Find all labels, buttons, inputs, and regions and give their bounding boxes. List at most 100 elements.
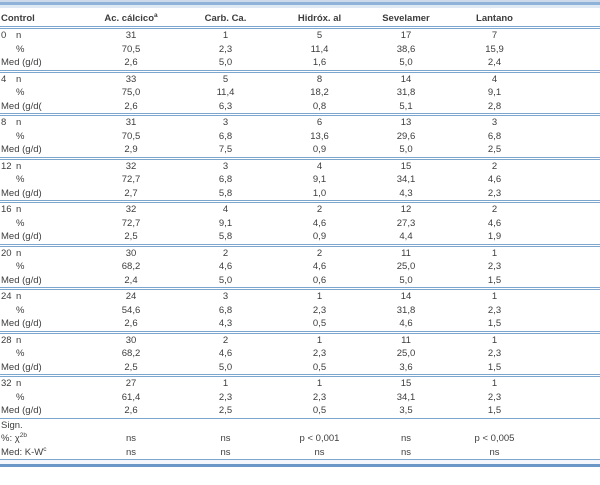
table-row: 0 n 31 1 5 17 7 xyxy=(0,28,600,43)
value-cell: 2,6 xyxy=(124,405,138,417)
spacer-cell xyxy=(542,260,600,274)
value-cell: 1,9 xyxy=(487,231,502,243)
value-cell: 2,3 xyxy=(487,304,502,316)
value-cell: 1 xyxy=(274,330,365,347)
value-cell: 1 xyxy=(222,30,229,42)
phosphate-binder-table: Control Ac. cálcicoa Carb. Ca. Hidróx. al Se… xyxy=(0,8,600,459)
value-cell: 14 xyxy=(365,287,447,304)
value-cell: 1,5 xyxy=(487,405,502,417)
row-label-cell: % xyxy=(0,304,85,318)
table-row: Med (g/d(2,6 6,3 0,8 5,1 2,8 xyxy=(0,100,600,115)
value-cell: 2,4 xyxy=(487,57,502,69)
row-label-cell: Med (g/d) xyxy=(0,187,85,202)
row-label: % xyxy=(16,130,25,142)
value-cell: 5,0 xyxy=(218,274,233,286)
row-label-cell: Med (g/d) xyxy=(0,56,85,71)
value-cell: 2,3 xyxy=(487,187,502,199)
row-label-cell: % xyxy=(0,173,85,187)
value-cell: 7 xyxy=(491,30,498,42)
table-row: % 68,2 4,6 2,3 25,0 2,3 xyxy=(0,347,600,361)
table-row: 16 n 32 4 2 12 2 xyxy=(0,200,600,217)
spacer-cell xyxy=(542,374,600,391)
value-cell: 27 xyxy=(85,374,177,391)
column-header-label: Hidróx. al xyxy=(297,13,342,24)
value-cell: 2 xyxy=(447,156,542,173)
value-cell: 1 xyxy=(177,374,274,391)
row-label: Med (g/d) xyxy=(1,57,42,69)
value-cell: 8 xyxy=(274,69,365,86)
table-row: % 70,5 2,3 11,4 38,6 15,9 xyxy=(0,43,600,57)
row-label: % xyxy=(16,43,25,55)
spacer-cell xyxy=(542,404,600,418)
value-cell: 38,6 xyxy=(396,43,416,55)
spacer-cell xyxy=(542,113,600,130)
value-cell: 0,5 xyxy=(312,405,327,417)
row-label-cell: Med (g/d) xyxy=(0,230,85,245)
row-label-cell: Med (g/d) xyxy=(0,143,85,158)
value-cell: 4,6 xyxy=(312,217,327,229)
significance-value-cell: ns xyxy=(314,446,325,458)
significance-value-cell: ns xyxy=(220,446,231,458)
value-cell: 1 xyxy=(447,287,542,304)
table-row: 12 n 32 3 4 15 2 xyxy=(0,156,600,173)
row-label-cell: % xyxy=(0,43,85,57)
value-cell: 1 xyxy=(447,374,542,391)
column-header-label: Lantano xyxy=(476,13,513,24)
value-cell: 6,8 xyxy=(218,304,233,316)
spacer-cell xyxy=(542,317,600,332)
significance-value-cell: ns xyxy=(220,433,231,445)
table-row: Med (g/d) 2,5 5,8 0,9 4,4 1,9 xyxy=(0,230,600,245)
value-cell: 2,3 xyxy=(487,391,502,403)
row-label-cell: Med (g/d) xyxy=(0,404,85,418)
value-cell: 75,0 xyxy=(121,87,141,99)
significance-value-cell: p < 0,005 xyxy=(474,433,515,445)
row-label: n xyxy=(16,378,22,390)
value-cell: 2,5 xyxy=(218,405,233,417)
column-header-label: Sevelamer xyxy=(382,13,430,24)
value-cell: 6 xyxy=(274,113,365,130)
value-cell: 3 xyxy=(447,113,542,130)
table-row: % 72,7 6,8 9,1 34,1 4,6 xyxy=(0,173,600,187)
column-header: Ac. cálcicoa xyxy=(85,8,177,29)
value-cell: 2,6 xyxy=(124,318,138,330)
spacer-cell xyxy=(542,391,600,405)
table-row: Med (g/d) 2,4 5,0 0,6 5,0 1,5 xyxy=(0,274,600,289)
value-cell: 2,5 xyxy=(487,144,502,156)
value-cell: 72,7 xyxy=(121,217,141,229)
column-header-label: Control xyxy=(1,13,35,24)
control-week-label: 12 xyxy=(1,160,12,172)
value-cell: 31 xyxy=(85,113,177,130)
row-label: n xyxy=(16,291,22,303)
spacer-cell xyxy=(542,173,600,187)
table-row: Med (g/d) 2,7 5,8 1,0 4,3 2,3 xyxy=(0,187,600,202)
value-cell: 5,8 xyxy=(218,187,233,199)
significance-value-cell: ns xyxy=(400,446,412,458)
row-label: n xyxy=(16,204,22,216)
value-cell: 54,6 xyxy=(121,304,141,316)
row-label: Med (g/d) xyxy=(1,318,42,330)
value-cell: 7,5 xyxy=(218,144,233,156)
value-cell: 4,3 xyxy=(218,318,233,330)
table-bottom-rule xyxy=(0,459,600,467)
value-cell: 2,3 xyxy=(218,43,233,55)
value-cell: 4,6 xyxy=(399,318,413,330)
value-cell: 2,3 xyxy=(487,261,502,273)
value-cell: 2,6 xyxy=(124,57,138,69)
value-cell: 4,6 xyxy=(312,261,327,273)
table-row: 24 n 24 3 1 14 1 xyxy=(0,287,600,304)
row-label-cell: 28 n xyxy=(0,330,85,347)
value-cell: 72,7 xyxy=(121,174,141,186)
row-label: n xyxy=(16,334,22,346)
value-cell: 2,3 xyxy=(312,348,327,360)
value-cell: 2 xyxy=(274,200,365,217)
table-row: % 61,4 2,3 2,3 34,1 2,3 xyxy=(0,391,600,405)
row-label-cell: % xyxy=(0,347,85,361)
row-label-cell: % xyxy=(0,130,85,144)
row-label: Med (g/d( xyxy=(1,100,42,112)
value-cell: 1,5 xyxy=(487,361,502,373)
spacer-cell xyxy=(542,56,600,71)
significance-value-cell: p < 0,001 xyxy=(299,433,340,445)
table-row: 4 n 33 5 8 14 4 xyxy=(0,69,600,86)
table-row: 8 n 31 3 6 13 3 xyxy=(0,113,600,130)
